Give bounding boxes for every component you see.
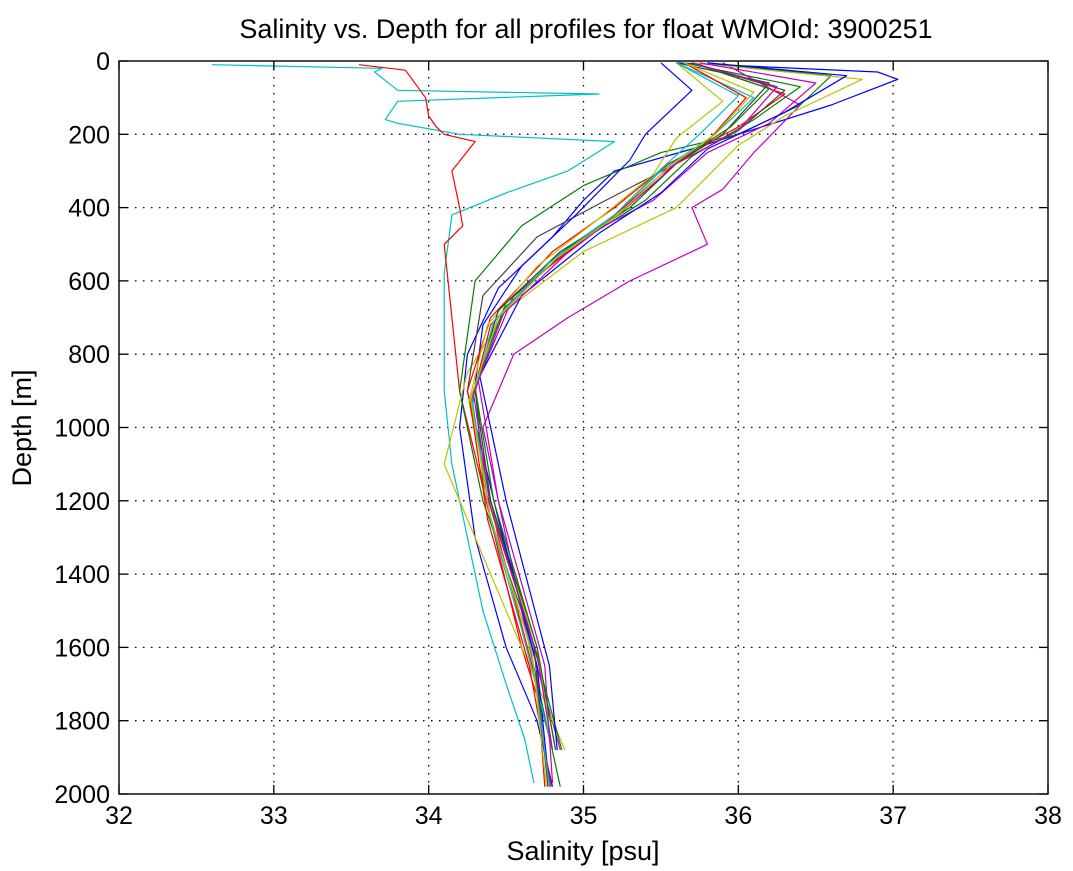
x-tick-label: 33 (260, 802, 288, 830)
axis-ticks: 32 33 34 35 36 37 38 0 200 400 600 800 1000 1200 1400 1… (54, 48, 1062, 830)
salinity-profile-line (479, 62, 848, 751)
y-tick-label: 0 (96, 48, 110, 76)
salinity-profile-line (443, 62, 863, 751)
salinity-profile-line (471, 62, 693, 787)
y-tick-label: 600 (68, 268, 110, 296)
chart-title: Salinity vs. Depth for all profiles for … (239, 14, 932, 44)
salinity-profile-line (211, 64, 616, 784)
y-tick-label: 1600 (54, 634, 110, 662)
salinity-profile-line (466, 62, 770, 751)
profiles-layer (211, 62, 899, 787)
y-tick-label: 1800 (54, 708, 110, 736)
y-axis-label: Depth [m] (7, 369, 37, 486)
y-tick-label: 1000 (54, 415, 110, 443)
x-axis-label: Salinity [psu] (506, 836, 659, 866)
salinity-profile-line (469, 62, 747, 787)
salinity-profile-line (468, 62, 724, 751)
x-tick-label: 32 (105, 802, 133, 830)
salinity-profile-line (358, 64, 554, 751)
y-tick-label: 1200 (54, 488, 110, 516)
salinity-profile-line (473, 62, 778, 751)
y-tick-label: 200 (68, 121, 110, 149)
grid (119, 61, 1048, 794)
x-tick-label: 35 (570, 802, 598, 830)
x-tick-label: 34 (415, 802, 443, 830)
salinity-profile-line (469, 62, 755, 787)
x-tick-label: 36 (724, 802, 752, 830)
salinity-profile-line (474, 62, 786, 787)
y-tick-label: 1400 (54, 561, 110, 589)
y-tick-label: 2000 (54, 781, 110, 809)
salinity-profile-line (459, 62, 899, 787)
y-tick-label: 400 (68, 195, 110, 223)
salinity-profile-line (471, 62, 739, 787)
salinity-profile-line (482, 62, 801, 751)
salinity-profile-line (459, 62, 832, 787)
x-tick-label: 38 (1034, 802, 1062, 830)
y-tick-label: 800 (68, 341, 110, 369)
x-tick-label: 37 (879, 802, 907, 830)
salinity-profile-line (477, 62, 817, 784)
salinity-profile-line (474, 62, 770, 751)
